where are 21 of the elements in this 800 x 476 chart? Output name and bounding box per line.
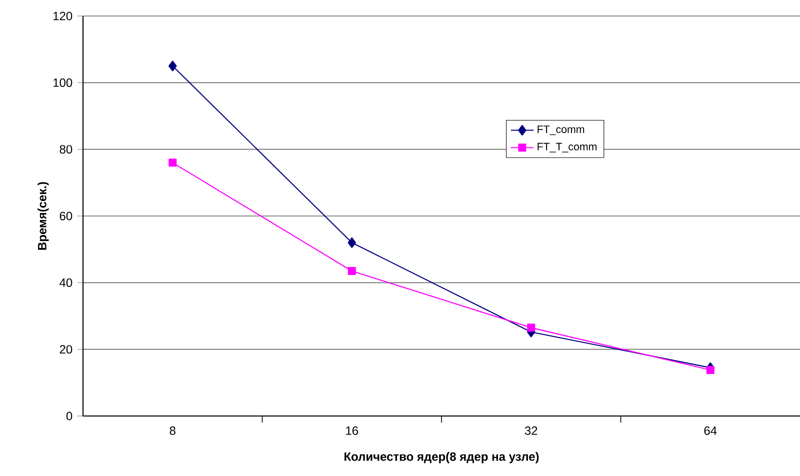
y-tick-label: 0 (66, 412, 72, 420)
y-tick-label: 60 (60, 212, 72, 220)
x-tick-label: 16 (346, 426, 358, 435)
y-tick-label: 20 (60, 345, 72, 354)
point (168, 60, 177, 72)
y-tick-label: 40 (60, 278, 72, 287)
point (348, 267, 356, 275)
x-tick-label: 32 (524, 426, 538, 435)
y-tick-label: 80 (60, 145, 72, 154)
point (706, 366, 714, 374)
point (527, 324, 536, 332)
x-tick-label: 8 (170, 426, 176, 435)
legend-label: FT_comm (538, 126, 584, 136)
y-tick-label: 120 (54, 12, 72, 20)
y-axis-title: Время(сек.) (38, 182, 49, 250)
legend-label: FT_T_comm (538, 142, 597, 152)
x-tick-label: 64 (704, 426, 717, 435)
point (348, 237, 356, 248)
x-axis-title: Количество ядер(8 ядер на узле) (344, 452, 539, 464)
point (168, 158, 177, 167)
y-tick-label: 100 (54, 78, 72, 87)
